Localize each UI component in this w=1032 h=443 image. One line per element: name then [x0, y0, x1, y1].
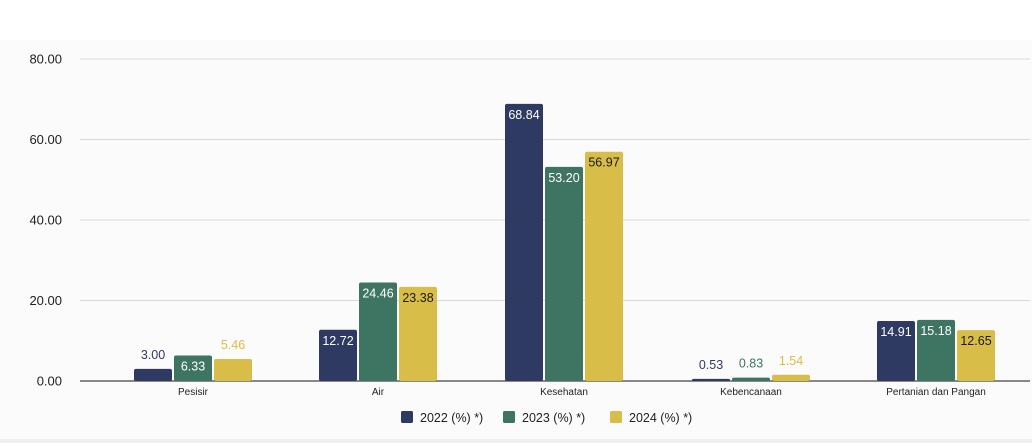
data-label: 6.33: [181, 360, 205, 374]
data-label: 12.65: [960, 334, 991, 348]
data-labels: 3.00 6.33 5.46 12.72 24.46 23.38 68.84 53.20 56.…: [141, 108, 992, 374]
grid-lines: [80, 58, 1030, 301]
legend-label: 2023 (%) *): [522, 411, 585, 425]
y-tick-label: 80.00: [29, 52, 62, 67]
bars: [134, 103, 995, 381]
x-category-label: Kebencanaan: [720, 387, 782, 398]
data-label: 14.91: [880, 325, 911, 339]
bottom-band: [0, 439, 1032, 443]
y-tick-label: 0.00: [37, 374, 62, 389]
data-label: 23.38: [402, 291, 433, 305]
legend-item[interactable]: 2023 (%) *): [503, 411, 585, 425]
x-category-label: Air: [372, 387, 385, 398]
bar[interactable]: [359, 282, 397, 381]
data-label: 24.46: [362, 287, 393, 301]
bar[interactable]: [214, 359, 252, 381]
data-label: 12.72: [322, 334, 353, 348]
x-category-label: Pesisir: [178, 387, 209, 398]
legend-swatch: [503, 411, 515, 423]
data-label: 68.84: [508, 108, 539, 122]
y-tick-label: 60.00: [29, 132, 62, 147]
y-axis-ticks: 0.00 20.00 40.00 60.00 80.00: [29, 52, 62, 389]
legend-swatch: [401, 411, 413, 423]
bar[interactable]: [732, 377, 770, 381]
bar[interactable]: [505, 103, 543, 381]
x-category-label: Pertanian dan Pangan: [886, 387, 986, 398]
bar[interactable]: [134, 368, 172, 381]
data-label: 0.53: [699, 358, 723, 372]
data-label: 3.00: [141, 348, 165, 362]
data-label: 15.18: [920, 324, 951, 338]
data-label: 56.97: [588, 156, 619, 170]
bar[interactable]: [174, 355, 212, 381]
legend-swatch: [610, 411, 622, 423]
y-tick-label: 20.00: [29, 293, 62, 308]
x-axis-categories: Pesisir Air Kesehatan Kebencanaan Pertanian …: [178, 387, 986, 398]
legend[interactable]: 2022 (%) *) 2023 (%) *) 2024 (%) *): [401, 411, 692, 425]
bar[interactable]: [877, 320, 915, 381]
bar[interactable]: [585, 151, 623, 381]
bar[interactable]: [319, 329, 357, 381]
data-label: 0.83: [739, 357, 763, 371]
legend-label: 2024 (%) *): [629, 411, 692, 425]
bar[interactable]: [545, 166, 583, 381]
data-label: 1.54: [779, 354, 803, 368]
legend-label: 2022 (%) *): [420, 411, 483, 425]
bar[interactable]: [772, 374, 810, 381]
y-tick-label: 40.00: [29, 213, 62, 228]
legend-item[interactable]: 2024 (%) *): [610, 411, 692, 425]
bar[interactable]: [692, 378, 730, 381]
bar[interactable]: [917, 319, 955, 381]
data-label: 53.20: [548, 171, 579, 185]
bar[interactable]: [399, 286, 437, 381]
x-category-label: Kesehatan: [540, 387, 588, 398]
bar[interactable]: [957, 330, 995, 381]
legend-item[interactable]: 2022 (%) *): [401, 411, 483, 425]
data-label: 5.46: [221, 338, 245, 352]
